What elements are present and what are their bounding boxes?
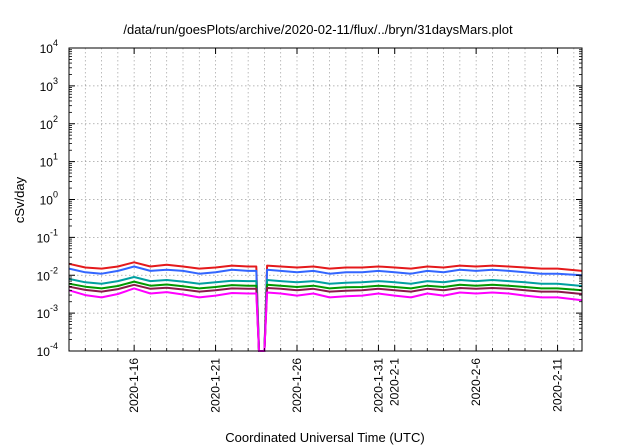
y-tick-label: 104 (40, 38, 58, 56)
y-tick-exponent: 3 (53, 76, 58, 86)
x-tick-label: 2020-2-6 (469, 358, 483, 406)
y-tick-label: 10-1 (37, 227, 58, 245)
y-tick-label: 10-4 (37, 341, 58, 359)
y-tick-label: 10-2 (37, 265, 58, 283)
chart-title: /data/run/goesPlots/archive/2020-02-11/f… (123, 22, 513, 37)
series-line (68, 287, 583, 352)
x-axis-ticks: 2020-1-16 2020-1-21 2020-1-26 2020-1-31 2020… (84, 48, 575, 413)
x-tick-label: 2020-1-26 (290, 358, 304, 413)
series-line (68, 261, 583, 352)
y-tick-label: 103 (40, 76, 58, 94)
y-tick-label: 102 (40, 114, 58, 132)
y-tick-label: 100 (40, 190, 58, 208)
y-tick-label: 101 (40, 152, 58, 170)
x-tick-label: 2020-1-16 (127, 358, 141, 413)
y-tick-exponent: 0 (53, 190, 58, 200)
y-tick-exponent: 2 (53, 114, 58, 124)
y-tick-label: 10-3 (37, 303, 58, 321)
y-tick-exponent: -2 (50, 265, 58, 275)
x-tick-label: 2020-1-31 (371, 358, 385, 413)
series-line (68, 276, 583, 352)
series-lines (68, 261, 583, 352)
y-tick-exponent: 4 (53, 38, 58, 48)
series-line (68, 280, 583, 352)
series-line (68, 283, 583, 352)
y-tick-exponent: -3 (50, 303, 58, 313)
x-tick-label: 2020-1-21 (209, 358, 223, 413)
series-line (68, 265, 583, 352)
y-tick-exponent: -4 (50, 341, 58, 351)
x-tick-label: 2020-2-1 (388, 358, 402, 406)
x-axis-label: Coordinated Universal Time (UTC) (225, 430, 424, 445)
y-axis-label: cSv/day (12, 176, 27, 223)
y-tick-exponent: 1 (53, 152, 58, 162)
grid-lines (69, 48, 582, 351)
x-tick-label: 2020-2-11 (551, 358, 565, 412)
y-tick-exponent: -1 (50, 227, 58, 237)
